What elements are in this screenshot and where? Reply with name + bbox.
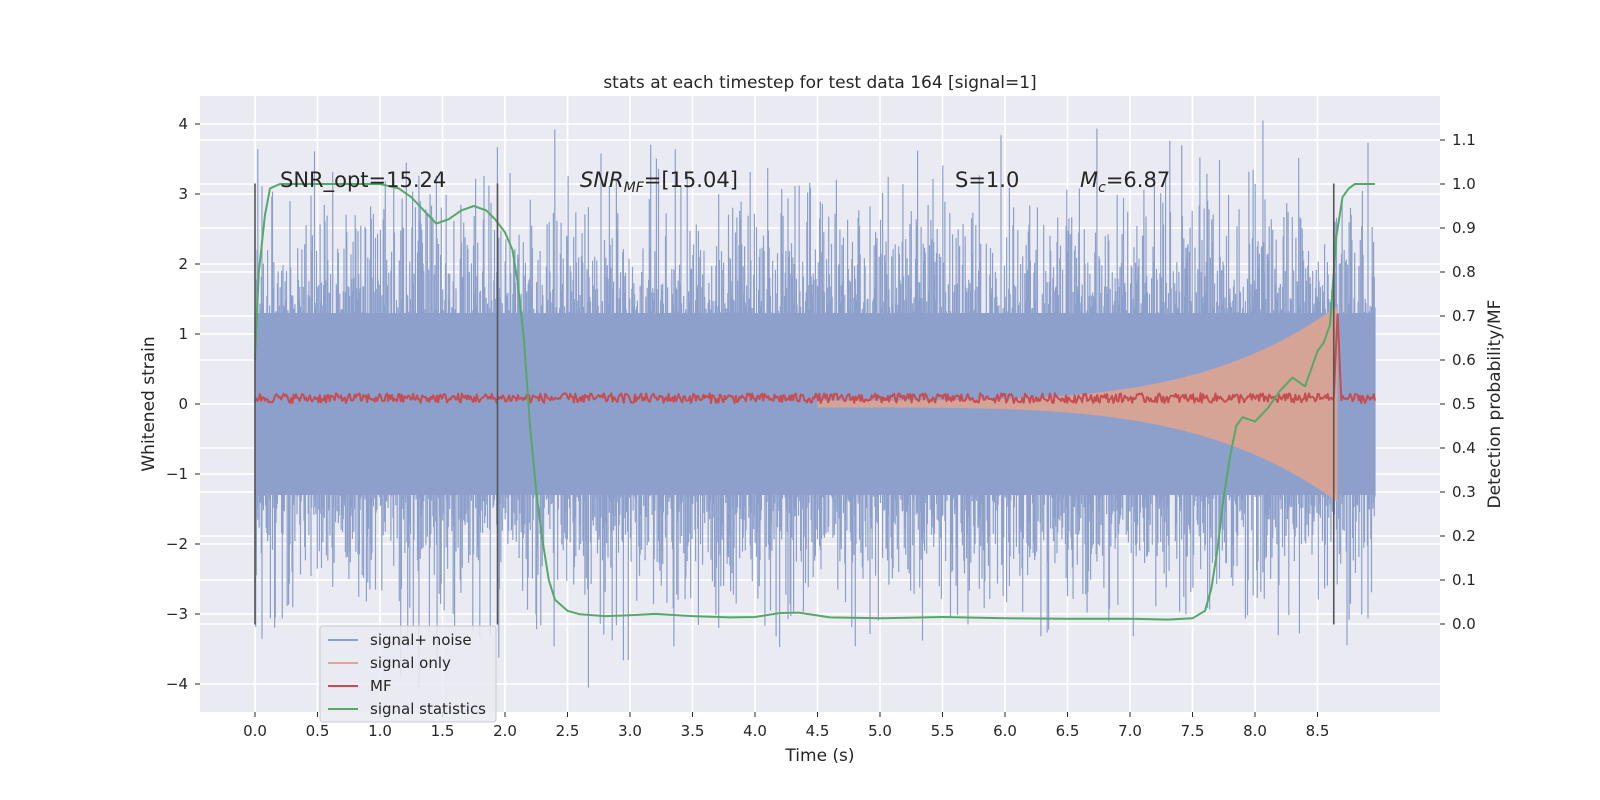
signal-only-envelope	[817, 306, 1338, 502]
y-tick-label: −1	[166, 465, 188, 483]
series-layer	[254, 120, 1376, 688]
x-tick-label: 4.0	[743, 722, 767, 740]
legend: signal+ noise signal only MF signal statist…	[319, 625, 497, 723]
y-right-tick-label: 0.5	[1452, 395, 1476, 413]
y-right-tick-label: 0.2	[1452, 527, 1476, 545]
s-annotation: S=1.0	[955, 168, 1019, 192]
x-tick-label: 5.0	[868, 722, 892, 740]
annotation-value: =[15.04]	[644, 168, 738, 192]
y-tick-label: 3	[178, 185, 188, 203]
x-axis-label: Time (s)	[784, 746, 854, 766]
series-signal-only	[817, 306, 1338, 502]
x-tick-label: 0.5	[306, 722, 330, 740]
vertical-markers	[254, 183, 1335, 625]
legend-label: signal only	[370, 654, 451, 672]
x-tick-label: 8.0	[1243, 722, 1267, 740]
y-right-tick-label: 0.6	[1452, 351, 1476, 369]
x-tick-label: 1.5	[431, 722, 455, 740]
x-tick-label: 6.5	[1056, 722, 1080, 740]
x-tick-label: 7.0	[1118, 722, 1142, 740]
legend-label: signal+ noise	[370, 631, 472, 649]
x-tick-label: 4.5	[806, 722, 830, 740]
annotation-value: =6.87	[1106, 168, 1170, 192]
x-tick-label: 2.5	[556, 722, 580, 740]
y-tick-label: −2	[166, 535, 188, 553]
x-axis-ticks: 0.0 0.5 1.0 1.5 2.0 2.5 3.0 3.5 4.0 4.5 5.0 5.5 6.0 6…	[243, 712, 1329, 740]
snr-opt-annotation: SNR_opt=15.24	[280, 168, 446, 193]
y-tick-label: −4	[166, 675, 188, 693]
y-tick-label: 0	[178, 395, 188, 413]
annotations: SNR_opt=15.24 SNRMF=[15.04] S=1.0 Mc=6.87	[280, 168, 1170, 196]
annotation-subscript: MF	[624, 180, 645, 196]
y-axis-ticks: −4 −3 −2 −1 0 1 2 3 4	[166, 115, 200, 693]
x-tick-label: 8.5	[1306, 722, 1330, 740]
y-right-tick-label: 0.9	[1452, 219, 1476, 237]
x-tick-label: 3.0	[618, 722, 642, 740]
y-right-tick-label: 0.1	[1452, 571, 1476, 589]
x-tick-label: 3.5	[681, 722, 705, 740]
snr-mf-annotation: SNRMF=[15.04]	[580, 168, 738, 196]
annotation-subscript: c	[1098, 180, 1106, 196]
chart-title: stats at each timestep for test data 164…	[603, 73, 1036, 93]
y-tick-label: 4	[178, 115, 188, 133]
y-right-tick-label: 0.7	[1452, 307, 1476, 325]
y-tick-label: 1	[178, 325, 188, 343]
x-tick-label: 1.0	[368, 722, 392, 740]
series-mf	[254, 313, 1376, 404]
x-tick-label: 0.0	[243, 722, 267, 740]
x-tick-label: 7.5	[1181, 722, 1205, 740]
mc-annotation: Mc=6.87	[1080, 168, 1170, 196]
y-right-axis-label: Detection probability/MF	[1485, 300, 1505, 509]
x-tick-label: 6.0	[993, 722, 1017, 740]
y-right-tick-label: 0.4	[1452, 439, 1476, 457]
legend-box	[319, 625, 497, 723]
legend-label: MF	[370, 677, 392, 695]
y-tick-label: −3	[166, 605, 188, 623]
legend-label: signal statistics	[370, 700, 486, 718]
y-tick-label: 2	[178, 255, 188, 273]
y-right-tick-label: 0.8	[1452, 263, 1476, 281]
annotation-symbol: SNR	[580, 168, 624, 192]
y-right-tick-label: 0.0	[1452, 615, 1476, 633]
y-right-tick-label: 0.3	[1452, 483, 1476, 501]
y-right-tick-label: 1.0	[1452, 175, 1476, 193]
annotation-symbol: M	[1080, 168, 1098, 192]
x-tick-label: 5.5	[931, 722, 955, 740]
y-right-tick-label: 1.1	[1452, 131, 1476, 149]
series-signal-statistics	[254, 183, 1375, 621]
x-tick-label: 2.0	[493, 722, 517, 740]
y-axis-label: Whitened strain	[139, 336, 159, 471]
y-right-axis-ticks: 0.0 0.1 0.2 0.3 0.4 0.5 0.6 0.7 0.8 0.9 1.0 1.1	[1440, 131, 1476, 633]
mf-line	[254, 313, 1376, 404]
